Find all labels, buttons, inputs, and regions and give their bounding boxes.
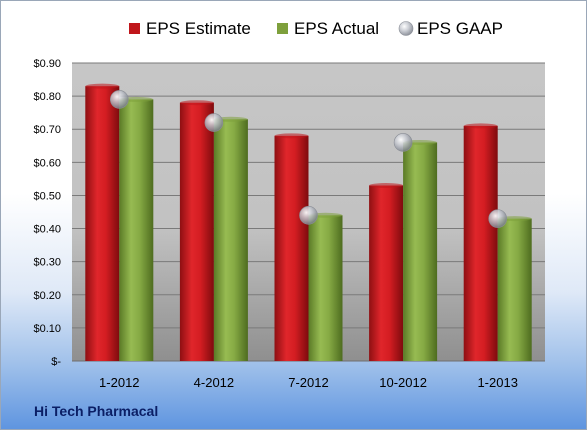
gaap-marker bbox=[393, 133, 413, 152]
bar-top-highlight bbox=[369, 183, 404, 189]
gaap-marker bbox=[204, 113, 224, 132]
legend-label: EPS Estimate bbox=[146, 19, 251, 38]
legend-swatch bbox=[277, 23, 288, 34]
gaap-markers bbox=[110, 90, 508, 228]
bar-eps-actual bbox=[119, 99, 154, 361]
y-axis: $- $0.10 $0.20 $0.30 $0.40 $0.50 $0.60 $0.70 $0.… bbox=[33, 58, 545, 368]
legend-swatch bbox=[129, 23, 140, 34]
x-axis: 1-2012 4-2012 7-2012 10-2012 1-2013 bbox=[99, 375, 518, 390]
bar-top-highlight bbox=[179, 100, 214, 106]
chart-legend: EPS Estimate EPS Actual EPS GAAP bbox=[129, 19, 503, 38]
bar-top-highlight bbox=[274, 133, 309, 139]
bar-eps-estimate bbox=[463, 125, 498, 362]
y-tick-label: $0.20 bbox=[33, 290, 61, 302]
y-tick-label: $0.90 bbox=[33, 58, 61, 70]
legend-label: EPS GAAP bbox=[417, 19, 503, 38]
x-tick-label: 1-2013 bbox=[477, 375, 517, 390]
bar-eps-actual bbox=[308, 215, 343, 361]
y-tick-label: $0.70 bbox=[33, 124, 61, 136]
y-tick-label: $0.30 bbox=[33, 257, 61, 269]
bar-eps-actual bbox=[497, 218, 532, 361]
y-tick-label: $0.50 bbox=[33, 190, 61, 202]
y-tick-label: $- bbox=[51, 356, 61, 368]
gaap-marker bbox=[110, 90, 129, 109]
bar-eps-estimate bbox=[274, 135, 309, 361]
gaap-marker bbox=[488, 209, 508, 228]
bar-eps-estimate bbox=[179, 102, 214, 361]
y-tick-label: $0.80 bbox=[33, 91, 61, 103]
company-name: Hi Tech Pharmacal bbox=[34, 403, 159, 419]
bar-top-highlight bbox=[463, 123, 498, 129]
bar-eps-actual bbox=[403, 142, 438, 361]
bar-top-highlight bbox=[85, 83, 120, 89]
legend-swatch bbox=[398, 21, 414, 36]
x-tick-label: 1-2012 bbox=[99, 375, 139, 390]
x-tick-label: 4-2012 bbox=[194, 375, 234, 390]
bar-eps-actual bbox=[213, 119, 248, 362]
x-tick-label: 10-2012 bbox=[379, 375, 427, 390]
bars bbox=[85, 83, 532, 362]
bar-eps-estimate bbox=[369, 185, 404, 361]
y-tick-label: $0.10 bbox=[33, 323, 61, 335]
legend-label: EPS Actual bbox=[294, 19, 379, 38]
bar-eps-estimate bbox=[85, 86, 120, 361]
y-tick-label: $0.40 bbox=[33, 224, 61, 236]
y-tick-label: $0.60 bbox=[33, 157, 61, 169]
gaap-marker bbox=[299, 206, 318, 225]
x-tick-label: 7-2012 bbox=[288, 375, 328, 390]
